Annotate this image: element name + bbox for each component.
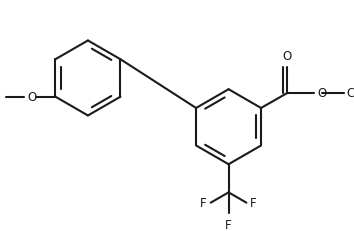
Text: F: F [250,196,257,209]
Text: O: O [27,91,36,104]
Text: O: O [317,87,326,100]
Text: O: O [283,50,292,63]
Text: F: F [225,218,232,231]
Text: CH$_3$: CH$_3$ [346,86,354,101]
Text: F: F [200,196,207,209]
